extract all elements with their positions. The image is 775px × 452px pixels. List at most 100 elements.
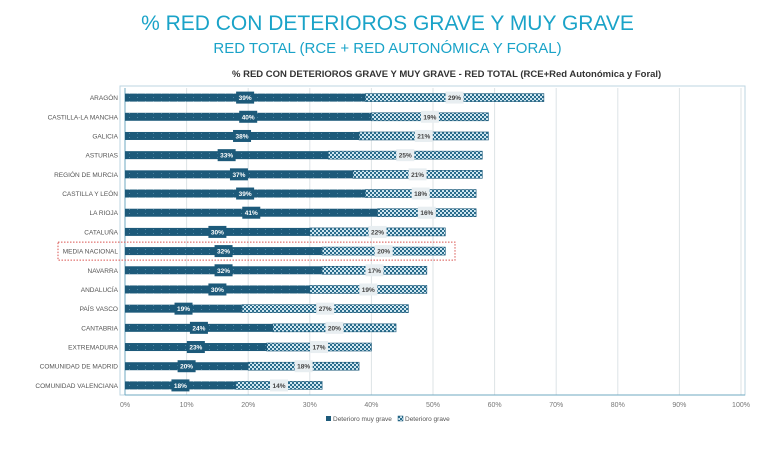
data-label-grave: 20% — [328, 325, 341, 332]
data-label-grave: 16% — [420, 210, 433, 217]
data-label-grave: 27% — [319, 306, 332, 313]
category-label: NAVARRA — [88, 268, 119, 275]
category-label: COMUNIDAD DE MADRID — [40, 364, 119, 371]
data-label-grave: 21% — [411, 172, 424, 179]
category-label: EXTREMADURA — [68, 345, 119, 352]
data-label-grave: 20% — [377, 249, 390, 256]
data-label-bg — [186, 341, 205, 354]
data-label-muy-grave: 18% — [174, 383, 187, 390]
data-label-muy-grave: 23% — [189, 345, 202, 352]
category-label: CASTILLA-LA MANCHA — [48, 114, 119, 121]
data-label-bg — [242, 206, 261, 219]
data-label-bg — [408, 168, 427, 181]
data-label-muy-grave: 32% — [217, 268, 230, 275]
data-label-bg — [420, 110, 439, 123]
data-label-muy-grave: 30% — [211, 229, 224, 236]
data-label-bg — [208, 283, 227, 296]
page-title: % RED CON DETERIOROS GRAVE Y MUY GRAVE — [141, 12, 634, 35]
data-label-grave: 25% — [399, 153, 412, 160]
data-label-muy-grave: 37% — [232, 172, 245, 179]
category-label: ASTURIAS — [85, 153, 118, 160]
x-tick-label: 70% — [549, 402, 563, 409]
data-label-grave: 19% — [423, 114, 436, 121]
data-label-bg — [239, 110, 258, 123]
data-label-bg — [217, 149, 236, 162]
category-label: CANTABRIA — [81, 325, 118, 332]
x-tick-label: 10% — [180, 402, 194, 409]
data-label-grave: 29% — [448, 95, 461, 102]
category-label: PAÍS VASCO — [80, 304, 118, 313]
x-tick-label: 20% — [241, 402, 255, 409]
data-label-bg — [171, 379, 190, 392]
legend-label-muy-grave: Deterioro muy grave — [333, 416, 392, 423]
legend-swatch-muy-grave — [326, 416, 331, 421]
data-label-muy-grave: 24% — [192, 325, 205, 332]
data-label-bg — [368, 225, 387, 238]
data-label-grave: 14% — [272, 383, 285, 390]
data-label-bg — [414, 129, 433, 142]
data-label-bg — [174, 302, 193, 315]
x-tick-label: 90% — [672, 402, 686, 409]
data-label-bg — [214, 245, 233, 258]
x-tick-label: 0% — [120, 402, 130, 409]
data-label-bg — [236, 187, 255, 200]
data-label-muy-grave: 20% — [180, 364, 193, 371]
chart-title: % RED CON DETERIOROS GRAVE Y MUY GRAVE -… — [232, 69, 662, 80]
x-tick-label: 40% — [364, 402, 378, 409]
data-label-bg — [294, 360, 313, 373]
data-label-bg — [445, 91, 464, 104]
data-label-bg — [411, 187, 430, 200]
category-label: MEDIA NACIONAL — [63, 249, 119, 256]
data-label-bg — [233, 129, 252, 142]
highlight-box — [57, 241, 456, 261]
data-label-muy-grave: 19% — [177, 306, 190, 313]
category-label: CATALUÑA — [84, 227, 118, 236]
x-tick-label: 50% — [426, 402, 440, 409]
category-label: LA RIOJA — [89, 210, 118, 217]
category-label: CASTILLA Y LEÓN — [62, 189, 118, 198]
data-label-grave: 17% — [313, 345, 326, 352]
x-tick-label: 30% — [303, 402, 317, 409]
data-label-bg — [310, 341, 329, 354]
legend-label-grave: Deterioro grave — [405, 416, 450, 423]
data-label-bg — [365, 264, 384, 277]
data-label-grave: 21% — [417, 133, 430, 140]
data-label-bg — [189, 321, 208, 334]
category-label: ARAGÓN — [90, 93, 118, 102]
data-label-bg — [359, 283, 378, 296]
data-label-bg — [177, 360, 196, 373]
data-label-muy-grave: 32% — [217, 249, 230, 256]
data-label-bg — [316, 302, 335, 315]
category-label: REGIÓN DE MURCIA — [54, 170, 119, 179]
data-label-grave: 18% — [297, 364, 310, 371]
data-label-grave: 22% — [371, 229, 384, 236]
category-label: GALICIA — [92, 133, 118, 140]
data-label-muy-grave: 33% — [220, 153, 233, 160]
data-label-muy-grave: 40% — [242, 114, 255, 121]
data-label-grave: 18% — [414, 191, 427, 198]
data-label-muy-grave: 38% — [236, 133, 249, 140]
data-label-muy-grave: 30% — [211, 287, 224, 294]
data-label-muy-grave: 41% — [245, 210, 258, 217]
data-label-bg — [270, 379, 288, 392]
data-label-bg — [229, 168, 248, 181]
x-tick-label: 100% — [732, 402, 750, 409]
data-label-grave: 19% — [362, 287, 375, 294]
data-label-grave: 17% — [368, 268, 381, 275]
data-label-muy-grave: 39% — [239, 191, 252, 198]
x-tick-label: 80% — [611, 402, 625, 409]
data-label-bg — [214, 264, 233, 277]
category-label: COMUNIDAD VALENCIANA — [35, 383, 118, 390]
page-subtitle: RED TOTAL (RCE + RED AUTONÓMICA Y FORAL) — [213, 40, 562, 57]
data-label-bg — [417, 206, 436, 219]
data-label-muy-grave: 39% — [239, 95, 252, 102]
data-label-bg — [208, 225, 227, 238]
data-label-bg — [396, 149, 415, 162]
legend-swatch-grave — [397, 415, 404, 422]
data-label-bg — [236, 91, 255, 104]
data-label-bg — [325, 321, 344, 334]
category-label: ANDALUCÍA — [81, 285, 119, 294]
data-label-bg — [374, 245, 393, 258]
x-tick-label: 60% — [488, 402, 502, 409]
